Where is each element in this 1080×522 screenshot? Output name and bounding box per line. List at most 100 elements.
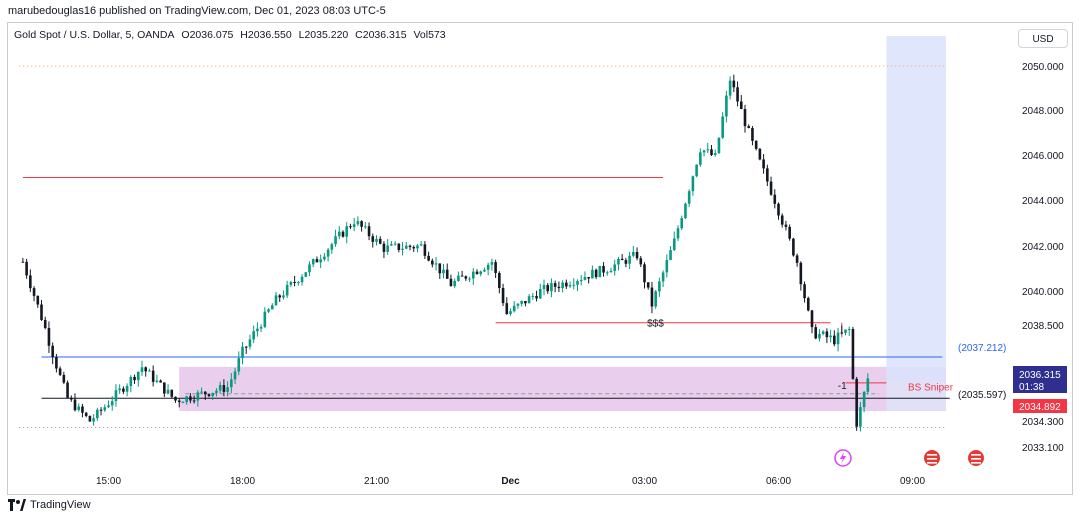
- footer-brand: TradingView: [8, 499, 91, 511]
- candle-body: [475, 271, 479, 275]
- ohlc-low: L2035.220: [298, 29, 349, 41]
- candle-body: [669, 250, 672, 260]
- candle-body: [125, 385, 129, 392]
- candle-body: [408, 245, 412, 248]
- candle-body: [702, 150, 706, 153]
- candle-body: [780, 215, 784, 225]
- candle-body: [237, 358, 241, 372]
- candle-body: [25, 261, 28, 276]
- candle-body: [672, 238, 676, 251]
- candle-body: [378, 238, 382, 244]
- candle-body: [270, 305, 274, 310]
- candle-body: [241, 346, 244, 359]
- candle-body: [218, 385, 222, 391]
- us-flag-event-icon-2-stripe: [971, 454, 981, 456]
- candle-body: [866, 378, 870, 392]
- candle-body: [226, 387, 229, 392]
- y-tick-label: 2046.000: [1022, 151, 1064, 162]
- candle-body: [833, 335, 836, 345]
- blue-line-label: (2037.212): [958, 343, 1006, 354]
- candle-body: [806, 298, 810, 311]
- candle-body: [829, 335, 832, 338]
- candle-body: [710, 149, 713, 155]
- candle-body: [840, 332, 844, 334]
- candle-body: [230, 379, 233, 388]
- candle-body: [509, 311, 512, 315]
- candle-body: [203, 391, 207, 395]
- candle-body: [282, 295, 285, 298]
- candle-body: [155, 380, 159, 382]
- candle-body: [349, 226, 352, 228]
- candle-body: [591, 269, 594, 279]
- candle-body: [643, 264, 646, 283]
- candle-body: [390, 244, 393, 246]
- candle-body: [814, 327, 818, 339]
- candle-body: [542, 285, 546, 289]
- candle-body: [293, 281, 296, 283]
- candle-body: [360, 221, 363, 227]
- candle-body: [345, 226, 349, 237]
- candle-body: [494, 262, 497, 273]
- candle-body: [36, 295, 40, 305]
- annotation-label: -1: [838, 381, 847, 392]
- candle-body: [460, 275, 464, 277]
- candle-body: [743, 109, 747, 127]
- candle-body: [732, 80, 736, 88]
- symbol-legend: Gold Spot / U.S. Dollar, 5, OANDA O2036.…: [14, 29, 450, 41]
- candle-body: [538, 288, 542, 299]
- candle-body: [490, 262, 494, 265]
- candle-body: [639, 258, 643, 265]
- candle-body: [687, 191, 691, 204]
- candle-body: [449, 278, 453, 287]
- candle-body: [192, 400, 196, 402]
- candle-body: [397, 243, 401, 250]
- candle-body: [762, 159, 765, 169]
- candle-body: [412, 247, 416, 249]
- ohlc-open: O2036.075: [181, 29, 234, 41]
- candle-body: [535, 296, 538, 299]
- us-flag-event-icon-stripe: [927, 462, 937, 464]
- currency-button[interactable]: USD: [1018, 29, 1068, 48]
- candle-body: [587, 277, 590, 279]
- candle-body: [568, 285, 572, 287]
- candle-body: [605, 272, 609, 274]
- last-price-label: 2036.315: [1019, 370, 1061, 381]
- candle-body: [256, 328, 259, 332]
- candle-body: [404, 245, 408, 249]
- candle-body: [572, 284, 576, 286]
- candle-body: [252, 331, 255, 340]
- candle-body: [799, 262, 803, 285]
- chart-frame: [7, 22, 1073, 495]
- candle-body: [635, 251, 639, 259]
- candle-body: [498, 272, 501, 288]
- us-flag-event-icon-2-stripe: [971, 458, 981, 460]
- candle-body: [795, 255, 799, 263]
- candle-body: [77, 406, 81, 411]
- candle-body: [483, 269, 486, 272]
- candle-body: [565, 282, 568, 287]
- bs-sniper-label: BS Sniper: [908, 383, 954, 394]
- candle-body: [319, 259, 322, 263]
- candle-body: [289, 281, 293, 285]
- candle-body: [434, 263, 438, 265]
- candle-body: [788, 226, 791, 239]
- candle-body: [233, 371, 237, 380]
- candle-body: [103, 407, 107, 411]
- x-tick-label: 18:00: [230, 476, 255, 487]
- candle-body: [40, 304, 43, 320]
- candle-body: [836, 332, 840, 345]
- candle-body: [304, 272, 308, 277]
- candle-body: [725, 95, 728, 117]
- candle-body: [803, 284, 806, 299]
- candle-body: [594, 269, 598, 278]
- y-tick-label: 2042.000: [1022, 242, 1064, 253]
- candle-body: [777, 203, 780, 216]
- countdown-label: 01:38: [1019, 382, 1044, 393]
- candle-body: [66, 382, 69, 398]
- candle-body: [468, 278, 471, 280]
- candle-body: [754, 140, 758, 149]
- candle-body: [330, 244, 334, 250]
- candle-body: [62, 374, 66, 383]
- y-tick-label: 2044.000: [1022, 196, 1064, 207]
